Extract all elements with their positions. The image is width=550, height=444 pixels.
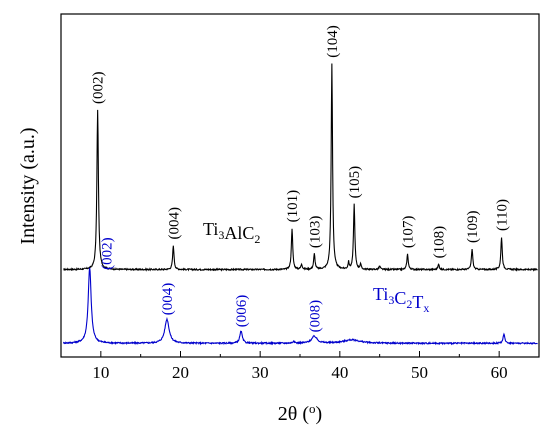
peak-label: (110) [495,199,511,231]
series-label-part: x [423,301,429,315]
peak-label: (105) [347,166,363,199]
x-axis-label: 2θ (o) [278,401,322,425]
peak-label: (109) [465,210,481,243]
series-line-0 [63,63,538,272]
peak-label: (008) [307,300,323,333]
series-label-part: 3 [218,228,224,242]
peak-label: (104) [325,25,341,58]
plot-frame [60,13,540,358]
series-label-part: Ti [203,219,218,239]
peak-label: (002) [91,72,107,105]
y-axis-label: Intensity (a.u.) [17,127,39,244]
peak-label: (004) [160,283,176,316]
x-tick-label: 60 [491,363,508,382]
peak-labels: (002) (004) (101) (103) (104) (105) (107) (108)… [91,25,511,332]
series-label-part: Ti [373,284,388,304]
series-label-part: 2 [254,232,260,246]
series-label-part: C [394,288,406,308]
peak-label: (103) [307,216,323,249]
x-ticks: 10 20 30 40 50 60 [60,351,540,382]
series-label-part: AlC [224,223,254,243]
x-tick-label: 10 [92,363,109,382]
series-label-ti3alc2: Ti3AlC2 [203,219,260,246]
peak-label: (004) [166,207,182,240]
peak-label: (006) [234,295,250,328]
x-tick-label: 40 [331,363,348,382]
peak-label: (101) [285,190,301,223]
x-tick-label: 30 [252,363,269,382]
peak-label: (108) [432,226,448,259]
series-label-part: T [412,292,423,312]
peak-label: (002) [100,237,116,270]
series-line-1 [62,267,538,346]
peak-label: (107) [401,216,417,249]
series-layer [62,63,538,346]
series-label-part: 2 [406,297,412,311]
series-label-part: 3 [388,293,394,307]
x-tick-label: 50 [411,363,428,382]
x-tick-label: 20 [172,363,189,382]
series-label-ti3c2tx: Ti3C2Tx [373,284,429,315]
